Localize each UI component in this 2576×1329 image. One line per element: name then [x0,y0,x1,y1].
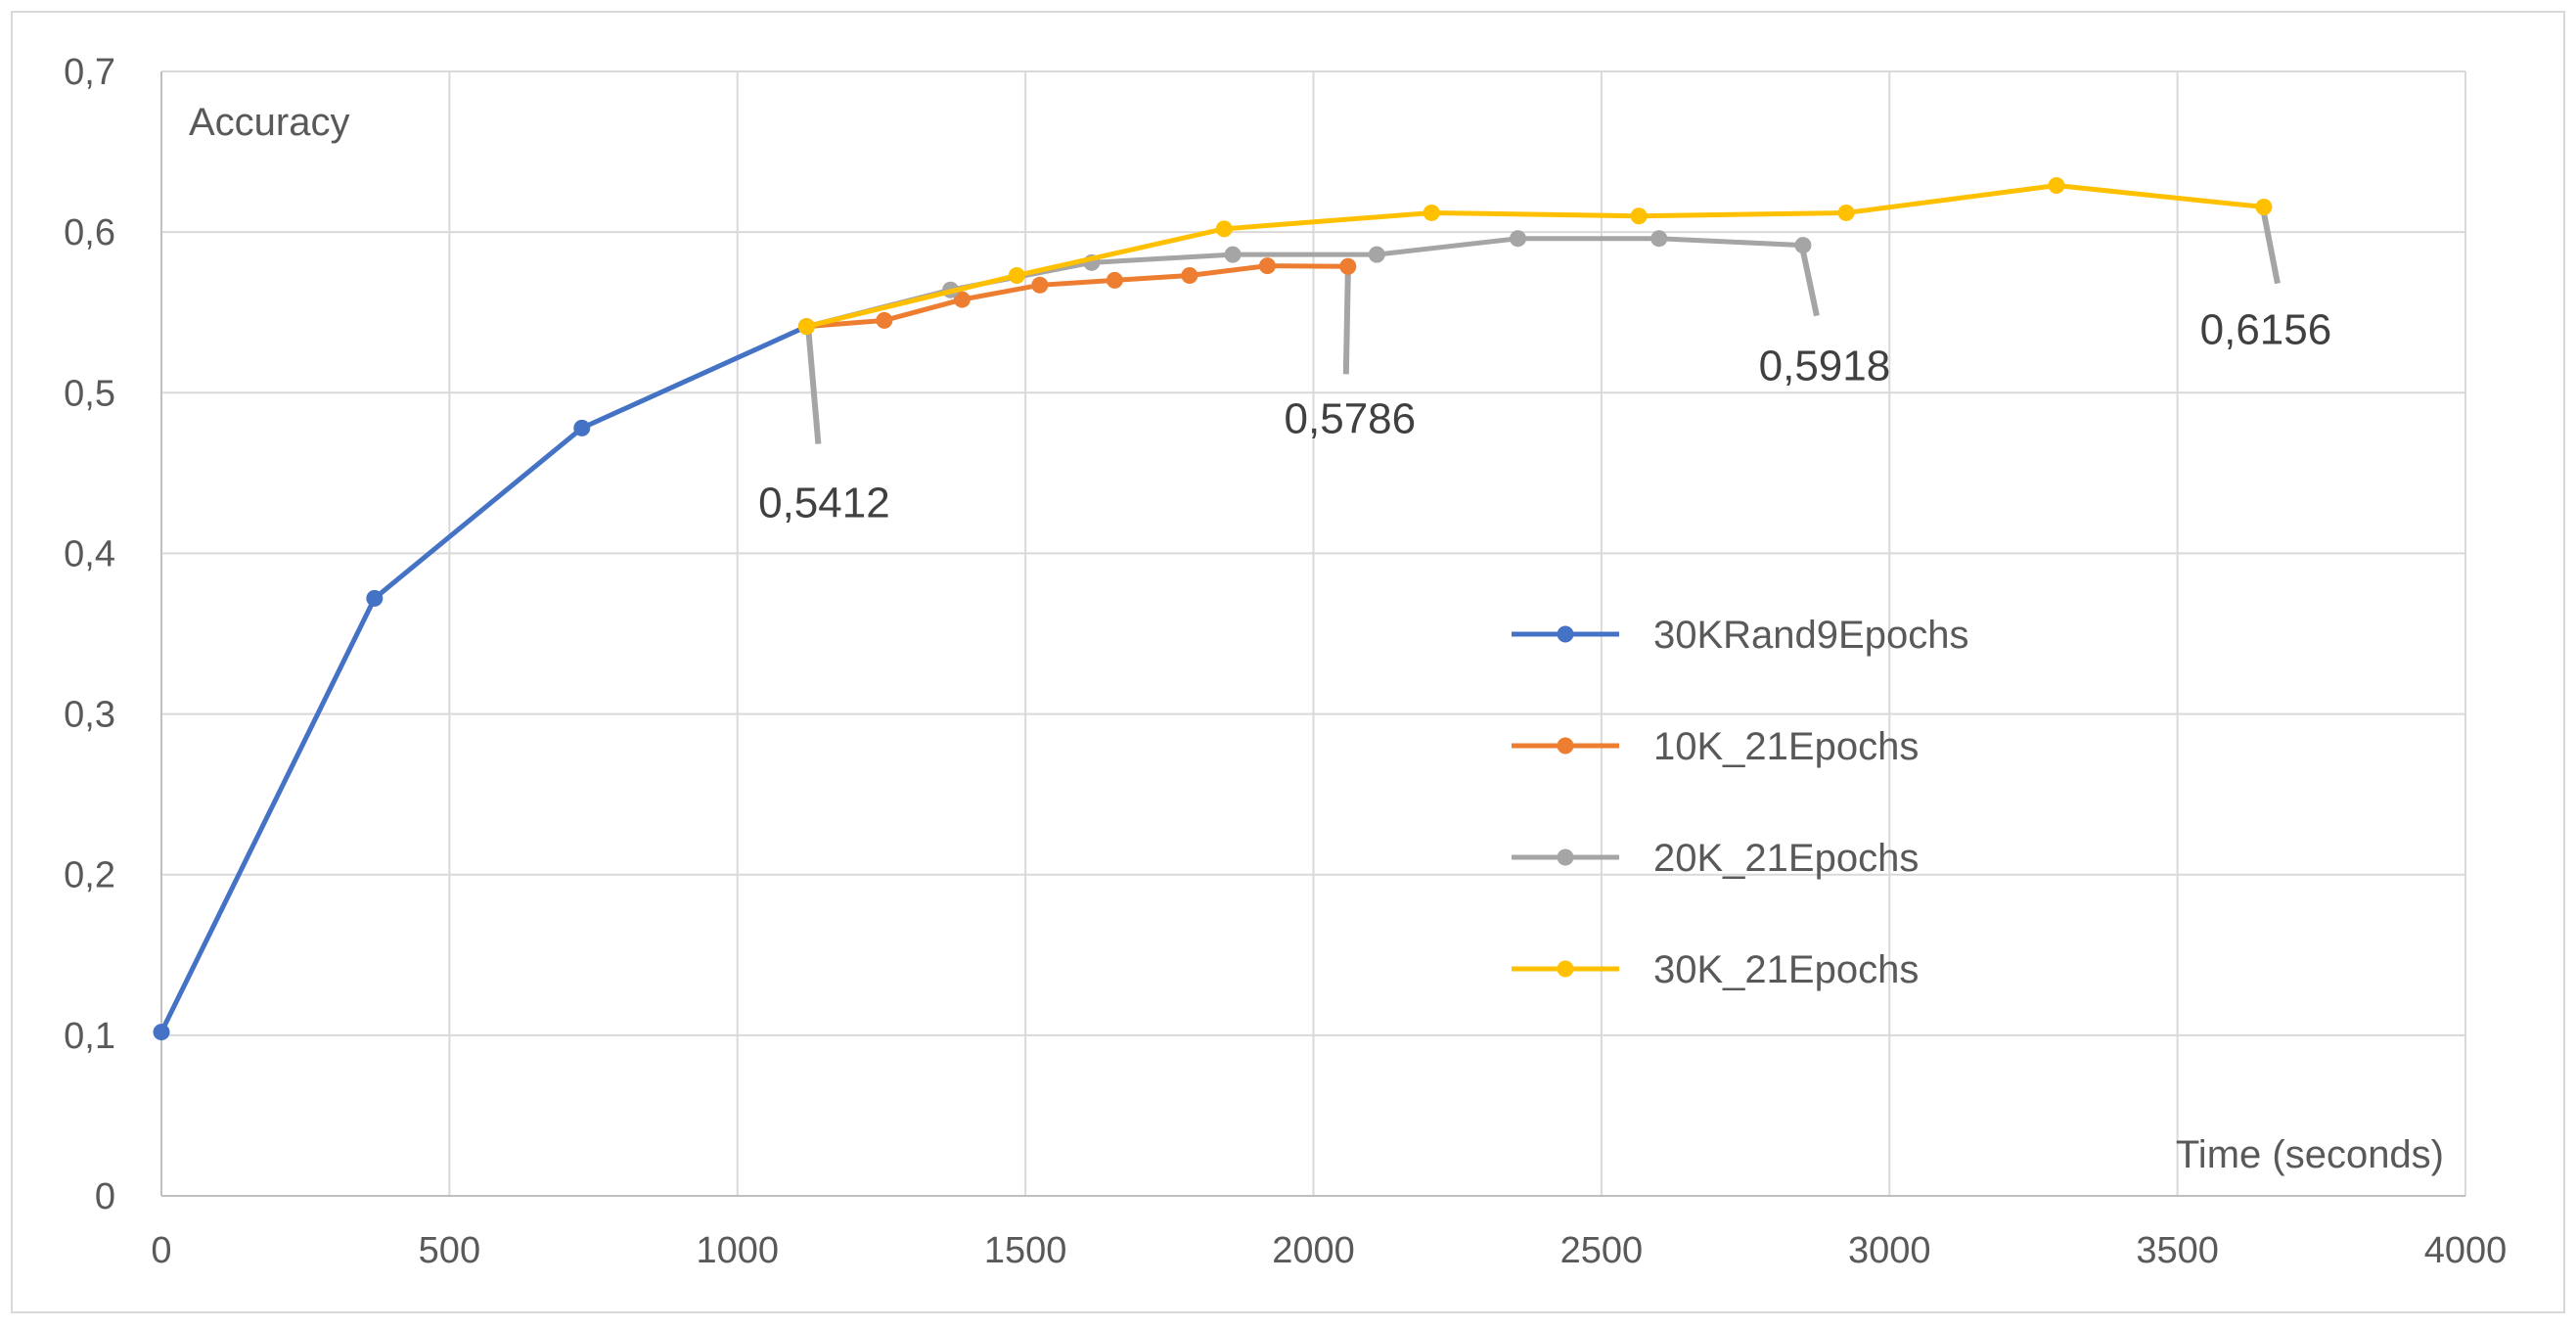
series-line [803,183,2267,330]
data-point [1423,204,1440,221]
legend-marker [1557,960,1574,978]
annotation-leader-line [805,330,822,444]
series-line [158,324,809,1035]
grid [161,70,2466,1196]
legend-marker [1557,625,1574,643]
data-point [1258,257,1276,275]
annotation-label: 0,5786 [1285,394,1417,442]
annotation-leader-line [1342,270,1351,375]
legend-label: 20K_21Epochs [1653,837,1919,880]
y-tick-label: 0 [95,1176,115,1217]
y-tick-label: 0,1 [64,1016,115,1057]
y-tick-label: 0,2 [64,855,115,896]
annotation-label: 0,6156 [2200,306,2332,354]
x-tick-label: 2500 [1560,1230,1644,1271]
data-point [1339,257,1357,275]
data-point [1837,204,1855,221]
data-point [1510,230,1527,248]
legend-label: 30KRand9Epochs [1653,614,1968,657]
annotation-label: 0,5412 [758,480,890,527]
data-point [1215,220,1233,238]
data-point [2255,199,2273,216]
data-point [1794,237,1812,254]
annotation-leader-line [1800,250,1820,317]
y-tick-label: 0,3 [64,695,115,736]
legend: 30KRand9Epochs 10K_21Epochs 20K_21Epochs 30… [1512,614,1968,991]
x-tick-label: 4000 [2424,1230,2508,1271]
data-point [1031,276,1049,294]
legend-marker [1557,737,1574,755]
data-point [1650,230,1668,248]
x-tick-label: 2000 [1272,1230,1355,1271]
y-axis-title: Accuracy [189,101,350,144]
x-tick-label: 3500 [2136,1230,2219,1271]
data-point [1224,246,1242,263]
data-point [1181,266,1198,284]
series-line [803,236,1806,330]
x-tick-label: 500 [419,1230,480,1271]
chart-border [11,11,2565,1313]
data-point [1106,271,1123,289]
y-tick-label: 0,6 [64,212,115,253]
data-point [573,419,591,436]
legend-label: 30K_21Epochs [1653,948,1919,991]
data-point [1368,246,1385,263]
legend-label: 10K_21Epochs [1653,725,1919,768]
x-tick-label: 0 [151,1230,171,1271]
data-point [2048,177,2065,195]
series-lines [153,177,2273,1041]
data-point [797,318,815,336]
legend-marker [1557,848,1574,866]
y-tick-label: 0,5 [64,373,115,414]
data-point [153,1024,170,1041]
data-point [366,589,384,607]
data-point [1630,207,1648,225]
x-tick-label: 3000 [1848,1230,1931,1271]
data-point [1008,266,1025,284]
y-tick-label: 0,4 [64,533,115,574]
x-tick-label: 1000 [696,1230,779,1271]
annotation-leaders [805,211,2281,444]
labels: Accuracy Time (seconds) 0,5412 0,5786 0,5918… [189,101,2444,1176]
data-point [876,311,893,329]
data-point [953,291,971,308]
y-tick-label: 0,7 [64,52,115,93]
x-tick-label: 1500 [984,1230,1067,1271]
x-axis-title: Time (seconds) [2176,1133,2444,1176]
series-line [803,263,1351,330]
annotation-leader-line [2260,211,2281,285]
axes: 0 500 1000 1500 2000 2500 3000 3500 4000 0 0,1 0,2 0… [64,52,2507,1271]
annotation-label: 0,5918 [1759,343,1891,390]
